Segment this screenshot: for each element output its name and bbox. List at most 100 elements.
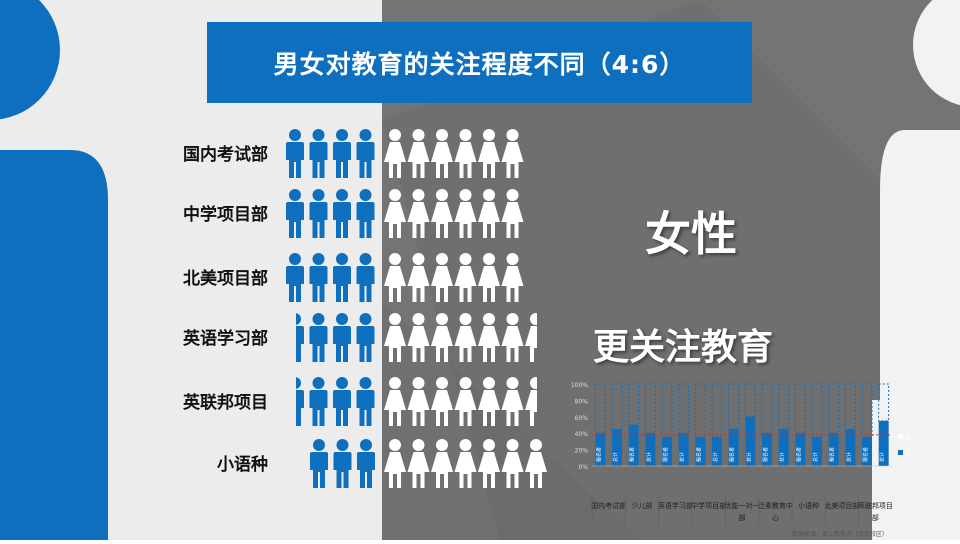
male-bar — [695, 437, 706, 466]
male-bar — [595, 433, 606, 466]
category-label: 泛素教育中 — [758, 501, 793, 510]
legend-swatch — [898, 450, 903, 455]
bar-tick-label: 总计 — [745, 452, 752, 462]
bar-tick-label: 报名者 — [729, 447, 736, 462]
female-bar — [728, 383, 740, 430]
male-bar — [678, 433, 689, 466]
y-tick-label: 0% — [578, 464, 588, 471]
bar-tick-label: 总计 — [845, 452, 852, 462]
legend-label: 女 — [905, 432, 912, 441]
bar-tick-label: 报名者 — [662, 447, 669, 462]
male-icons — [295, 310, 378, 366]
bar-tick-label: 报名者 — [829, 447, 836, 462]
female-icons — [384, 250, 525, 306]
male-icons — [284, 126, 378, 182]
male-bar — [778, 429, 789, 466]
bar-tick-label: 报名者 — [795, 447, 802, 462]
category-label: 中学项目部 — [691, 501, 726, 510]
female-bar — [644, 383, 656, 434]
department-row: 中学项目部 — [0, 186, 560, 242]
y-tick-label: 100% — [571, 382, 588, 389]
female-bar — [761, 383, 773, 434]
male-icons — [308, 436, 379, 492]
female-bar — [628, 383, 640, 426]
big-female-silhouette-icon — [872, 0, 960, 540]
male-icons — [284, 250, 378, 306]
female-bar — [778, 383, 790, 430]
department-label: 小语种 — [217, 455, 268, 475]
male-bar — [645, 433, 656, 466]
bar-tick-label: 报名者 — [762, 447, 769, 462]
female-bar — [811, 383, 823, 438]
male-bar — [812, 437, 822, 466]
bar-tick-label: 总计 — [779, 452, 786, 462]
female-icons — [384, 126, 525, 182]
female-bar — [678, 383, 690, 434]
big-male-silhouette-icon — [0, 0, 108, 540]
category-label: 北美项目部 — [825, 501, 860, 510]
category-label-line2: 部 — [872, 513, 879, 522]
female-bar — [861, 383, 873, 438]
bar-tick-label: 报名者 — [595, 447, 602, 462]
male-bar — [828, 433, 839, 466]
department-row: 小语种 — [0, 436, 560, 492]
bar-tick-label: 报名者 — [695, 447, 702, 462]
y-tick-label: 20% — [575, 448, 589, 455]
female-icons — [384, 374, 537, 430]
bar-tick-label: 报名者 — [629, 447, 636, 462]
bar-tick-label: 总计 — [679, 452, 686, 462]
male-icons — [284, 186, 378, 242]
male-bar — [878, 420, 889, 466]
department-row: 英语学习部 — [0, 310, 560, 366]
department-row: 国内考试部 — [0, 126, 560, 182]
male-bar — [612, 429, 622, 466]
chart-svg: 100%80%60%40%20%0%报名者 总计 报名者 总计 报名者 总计 报名者 总计 报名… — [571, 382, 912, 538]
male-bar — [795, 433, 806, 466]
y-tick-label: 80% — [575, 398, 589, 405]
female-bar — [611, 383, 623, 430]
bar-tick-label: 总计 — [879, 452, 886, 462]
female-bar — [661, 383, 673, 438]
department-label: 北美项目部 — [183, 269, 268, 289]
legend-label: 男 — [905, 449, 912, 457]
category-label: 优能一对一 — [725, 501, 760, 510]
male-bar — [712, 437, 722, 466]
y-tick-label: 60% — [575, 415, 589, 422]
bar-tick-label: 总计 — [812, 452, 819, 462]
male-bar — [762, 433, 772, 466]
title-banner: 男女对教育的关注程度不同（4:6） — [207, 22, 752, 103]
department-label: 英语学习部 — [183, 329, 268, 349]
headline-more-concerned: 更关注教育 — [593, 327, 774, 368]
source-note: 数据来源：掌上新东方（北京校区） — [792, 530, 888, 538]
category-label: 英联邦项目 — [858, 501, 893, 510]
female-bar — [844, 383, 856, 430]
female-bar — [711, 383, 723, 438]
bar-tick-label: 总计 — [712, 452, 719, 462]
gender-chart: 100% 80% 60% 40% 20% 0% 报名者 总计 报名者 总计 报名者 总计 报名者 总计 报名… — [562, 376, 922, 540]
male-bar — [662, 437, 672, 466]
male-bar — [628, 425, 639, 466]
female-bar — [794, 383, 806, 434]
category-label: 少儿部 — [632, 501, 653, 510]
category-label: 小语种 — [798, 501, 819, 510]
department-row: 英联邦项目 — [0, 374, 560, 430]
category-label: 英语学习部 — [658, 501, 693, 510]
department-label: 国内考试部 — [183, 145, 268, 165]
female-bar — [744, 383, 756, 418]
bar-tick-label: 报名者 — [862, 447, 869, 462]
category-label-line2: 心 — [772, 514, 779, 522]
headline-female: 女性 — [645, 207, 737, 261]
page-title: 男女对教育的关注程度不同（4:6） — [273, 49, 686, 79]
female-icons — [384, 436, 549, 492]
male-bar — [728, 429, 739, 466]
category-label: 国内考试部 — [591, 501, 626, 510]
legend-swatch — [898, 434, 903, 439]
y-tick-label: 40% — [575, 431, 589, 438]
department-label: 英联邦项目 — [183, 393, 268, 413]
department-label: 中学项目部 — [183, 205, 268, 225]
male-icons — [295, 374, 378, 430]
bar-tick-label: 总计 — [612, 452, 619, 462]
female-icons — [384, 186, 525, 242]
male-bar — [745, 416, 756, 466]
female-bar — [878, 383, 890, 422]
